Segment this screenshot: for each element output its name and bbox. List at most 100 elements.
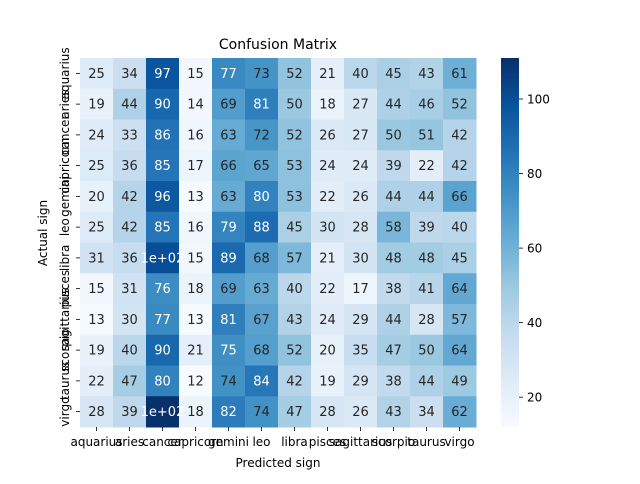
heatmap-cell (410, 211, 444, 243)
cell-value-label: 19 (88, 98, 105, 113)
cell-value-label: 50 (418, 344, 435, 359)
cell-value-label: 52 (451, 98, 468, 113)
cell-value-label: 96 (154, 190, 171, 205)
cell-value-label: 44 (385, 313, 402, 328)
cell-value-label: 44 (418, 374, 435, 389)
heatmap-cell (146, 181, 180, 213)
cell-value-label: 47 (385, 344, 402, 359)
heatmap-cell (80, 119, 114, 151)
heatmap-cell (344, 396, 378, 428)
heatmap-cell (113, 304, 147, 336)
heatmap-cell (146, 365, 180, 397)
heatmap-cell (179, 242, 213, 274)
cell-value-label: 50 (385, 128, 402, 143)
heatmap-cell (410, 150, 444, 182)
heatmap-cell (80, 58, 114, 90)
cell-value-label: 44 (418, 190, 435, 205)
heatmap-cell (443, 396, 477, 428)
cell-value-label: 80 (154, 374, 171, 389)
colorbar-tick-label: 20 (527, 391, 542, 405)
cell-value-label: 64 (451, 344, 468, 359)
cell-value-label: 74 (220, 374, 237, 389)
heatmap-cell (212, 211, 246, 243)
cell-value-label: 20 (319, 344, 336, 359)
cell-value-label: 30 (352, 251, 369, 266)
heatmap-cell (245, 242, 279, 274)
heatmap-cell (245, 365, 279, 397)
y-tick-label: aries (58, 89, 72, 118)
heatmap-cell (212, 334, 246, 366)
heatmap-cell (245, 273, 279, 305)
heatmap-cell (146, 304, 180, 336)
heatmap-cell (410, 396, 444, 428)
heatmap-cell (443, 181, 477, 213)
heatmap-cell (80, 304, 114, 336)
heatmap-cell (410, 242, 444, 274)
heatmap-cell (146, 150, 180, 182)
heatmap-cell (245, 181, 279, 213)
cell-value-label: 39 (385, 159, 402, 174)
x-tick-label: scorpio (372, 435, 415, 449)
heatmap-cell (344, 304, 378, 336)
cell-value-label: 67 (253, 313, 270, 328)
heatmap-cell (179, 58, 213, 90)
cell-value-label: 43 (418, 67, 435, 82)
heatmap-cell (80, 396, 114, 428)
cell-value-label: 52 (286, 128, 303, 143)
heatmap-cell (179, 211, 213, 243)
cell-value-label: 38 (385, 374, 402, 389)
cell-value-label: 42 (121, 190, 138, 205)
cell-value-label: 40 (121, 344, 138, 359)
cell-value-label: 42 (451, 128, 468, 143)
cell-value-label: 74 (253, 405, 270, 420)
heatmap-cell (245, 304, 279, 336)
heatmap-cell (245, 119, 279, 151)
cell-value-label: 16 (187, 221, 204, 236)
cell-value-label: 47 (121, 374, 138, 389)
heatmap-cell (443, 242, 477, 274)
heatmap-cell (377, 365, 411, 397)
heatmap-cell (113, 396, 147, 428)
cell-value-label: 79 (220, 221, 237, 236)
cell-value-label: 30 (319, 221, 336, 236)
cell-value-label: 30 (121, 313, 138, 328)
heatmap-cell (113, 58, 147, 90)
heatmap-cell (278, 273, 312, 305)
y-tick-label: cancer (58, 115, 72, 156)
heatmap-cell (245, 58, 279, 90)
cell-value-label: 49 (451, 374, 468, 389)
heatmap-cell (443, 304, 477, 336)
cell-value-label: 40 (352, 67, 369, 82)
cell-value-label: 85 (154, 221, 171, 236)
heatmap-cell (410, 58, 444, 90)
cell-value-label: 16 (187, 128, 204, 143)
cell-value-label: 63 (253, 282, 270, 297)
heatmap-cell (80, 365, 114, 397)
heatmap-cell (245, 396, 279, 428)
heatmap-cell (179, 273, 213, 305)
cell-value-label: 44 (385, 98, 402, 113)
heatmap-cell (212, 150, 246, 182)
heatmap-cell (146, 273, 180, 305)
cell-value-label: 45 (286, 221, 303, 236)
heatmap-cell (212, 304, 246, 336)
cell-value-label: 33 (121, 128, 138, 143)
cell-value-label: 27 (352, 98, 369, 113)
cell-value-label: 84 (253, 374, 270, 389)
heatmap-cell (278, 119, 312, 151)
heatmap-cell (443, 273, 477, 305)
cell-value-label: 13 (88, 313, 105, 328)
heatmap-cell (311, 150, 345, 182)
cell-value-label: 69 (220, 98, 237, 113)
heatmap-cell (80, 211, 114, 243)
heatmap-cell (443, 334, 477, 366)
cell-value-label: 82 (220, 405, 237, 420)
cell-value-label: 42 (121, 221, 138, 236)
heatmap-cell (443, 365, 477, 397)
x-tick-label: aries (115, 435, 144, 449)
heatmap-cell (443, 119, 477, 151)
cell-value-label: 15 (88, 282, 105, 297)
cell-value-label: 52 (286, 67, 303, 82)
colorbar-tick-label: 80 (527, 167, 542, 181)
cell-value-label: 42 (451, 159, 468, 174)
